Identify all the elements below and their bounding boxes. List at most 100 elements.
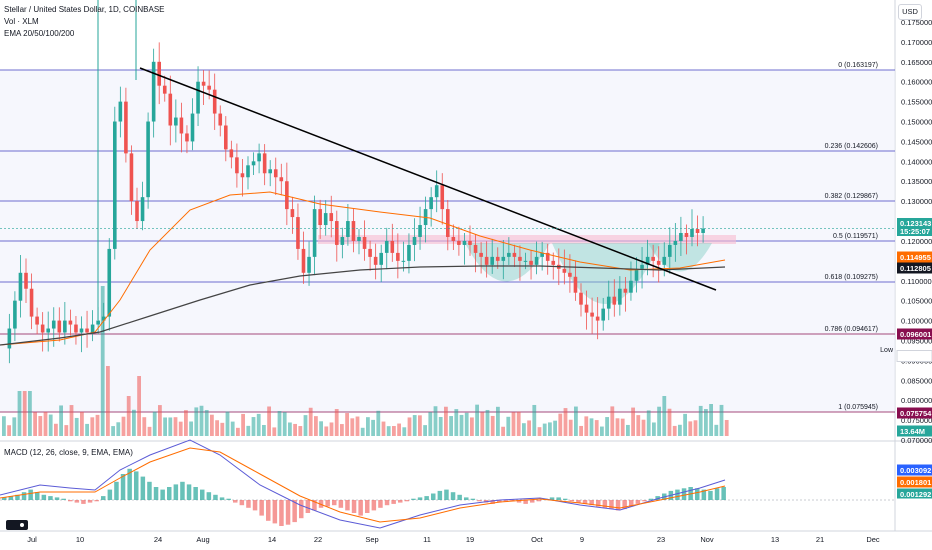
price-axis-label: 0.170000 [901, 38, 932, 47]
volume-bar [262, 424, 266, 436]
candle-body [412, 236, 417, 245]
volume-bar [475, 404, 479, 436]
volume-bar [646, 410, 651, 436]
macd-histogram-bar [503, 500, 509, 502]
volume-bar [12, 417, 17, 436]
volume-bar [652, 422, 656, 436]
candle-body [668, 244, 672, 257]
tradingview-logo-body [6, 520, 28, 530]
candle-body [523, 260, 528, 262]
currency-button[interactable]: USD [898, 4, 922, 20]
macd-histogram-bar [114, 481, 119, 500]
date-axis-label: Sep [365, 535, 378, 544]
volume-bar [334, 409, 339, 436]
candle-body [579, 292, 583, 305]
macd-histogram-bar [411, 498, 416, 500]
fib-level-label: 0.618 (0.109275) [825, 274, 878, 281]
tradingview-logo-dot [20, 523, 24, 527]
macd-histogram-bar [549, 497, 555, 500]
macd-histogram-bar [563, 498, 568, 500]
ema20-line [0, 191, 726, 346]
macd-histogram-bar [635, 500, 641, 504]
volume-bar [683, 413, 687, 436]
candle-body [390, 240, 395, 253]
macd-histogram-bar [147, 481, 152, 500]
date-axis-label: 22 [314, 535, 322, 544]
volume-bar [594, 420, 599, 436]
candle-body [68, 320, 73, 325]
macd-histogram-bar [140, 476, 146, 500]
volume-bar [709, 404, 713, 436]
volume-bar [303, 415, 308, 436]
volume-bar [381, 421, 386, 436]
candle-body [157, 61, 161, 86]
macd-histogram-bar [615, 500, 621, 511]
symbol-title: Stellar / United States Dollar, 1D, COIN… [4, 5, 165, 14]
price-axis-label: 0.120000 [901, 237, 932, 246]
macd-histogram-bar [516, 500, 522, 503]
volume-bar [251, 417, 256, 436]
candle-body [645, 256, 650, 265]
macd-histogram-bar [351, 500, 357, 513]
candle-body [418, 225, 422, 237]
volume-bar [272, 427, 277, 436]
candle-body [151, 61, 156, 122]
candle-body [246, 165, 250, 178]
candle-body [146, 121, 150, 198]
volume-bar [132, 409, 136, 436]
macd-histogram-bar [556, 497, 561, 500]
price-tag-fib-786 [897, 328, 932, 340]
macd-histogram-bar [404, 500, 410, 502]
macd-histogram-bar [81, 500, 86, 504]
candle-body [545, 252, 550, 261]
volume-bar [584, 416, 589, 436]
macd-histogram-bar [576, 500, 581, 503]
volume-bar [563, 408, 568, 436]
volume-bar [454, 409, 459, 436]
candle-body [129, 153, 134, 202]
volume-bar [100, 286, 105, 436]
candle-body [57, 320, 62, 333]
macd-histogram-bar [332, 500, 337, 506]
candle-body [529, 260, 533, 265]
candle-body [224, 125, 228, 150]
price-tag-fib-1 [897, 407, 932, 419]
volume-bar [28, 391, 32, 436]
macd-histogram-bar [266, 500, 271, 521]
macd-histogram-bar [701, 489, 707, 500]
candle-body [690, 229, 694, 237]
volume-bar [64, 425, 69, 436]
date-axis-label: 19 [466, 535, 474, 544]
volume-bar [392, 426, 396, 436]
price-tag-label: 0.112805 [900, 264, 931, 273]
volume-bar [600, 426, 604, 436]
macd-histogram-bar [272, 500, 278, 524]
volume-bar [80, 411, 84, 436]
candle-body [573, 276, 578, 293]
macd-histogram-bar [127, 468, 132, 500]
price-axis-label: 0.100000 [901, 317, 932, 326]
macd-histogram-bar [107, 489, 113, 500]
volume-bar [366, 417, 370, 436]
volume-bar [225, 411, 230, 436]
macd-histogram-bar [378, 500, 383, 508]
candle-body [490, 256, 494, 265]
volume-bar [116, 422, 121, 436]
candle-body [229, 149, 234, 158]
volume-bar [17, 391, 22, 436]
volume-bar [537, 427, 542, 436]
candle-body [701, 228, 705, 233]
price-tag-label: 0.096001 [900, 330, 931, 339]
macd-histogram-bar [365, 500, 370, 513]
candle-body [285, 181, 289, 210]
volume-bar [672, 425, 677, 436]
volume-bar [657, 406, 661, 436]
macd-histogram-bar [338, 500, 344, 508]
macd-histogram-bar [642, 500, 647, 502]
volume-bar [516, 411, 521, 436]
volume-bar [126, 396, 131, 436]
macd-histogram-bar [101, 496, 106, 500]
candle-body [18, 272, 23, 301]
volume-bar [485, 409, 490, 436]
